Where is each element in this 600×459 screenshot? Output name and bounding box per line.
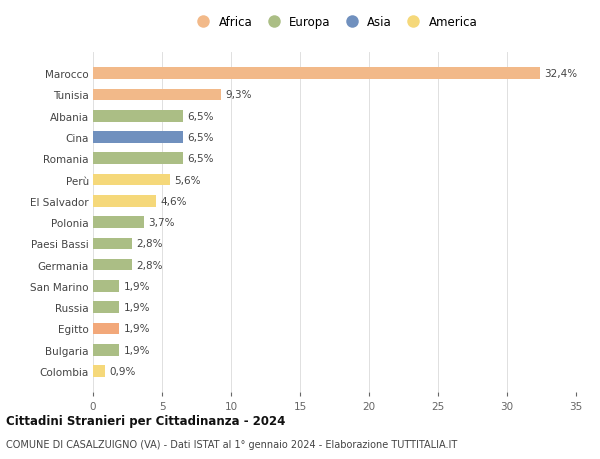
Bar xyxy=(93,132,182,144)
Text: 32,4%: 32,4% xyxy=(544,69,577,79)
Text: 1,9%: 1,9% xyxy=(124,345,150,355)
Bar xyxy=(93,111,182,123)
Bar xyxy=(93,90,221,101)
Text: Cittadini Stranieri per Cittadinanza - 2024: Cittadini Stranieri per Cittadinanza - 2… xyxy=(6,414,286,428)
Text: 1,9%: 1,9% xyxy=(124,324,150,334)
Text: 2,8%: 2,8% xyxy=(136,260,162,270)
Text: 4,6%: 4,6% xyxy=(161,196,187,207)
Legend: Africa, Europa, Asia, America: Africa, Europa, Asia, America xyxy=(187,11,482,34)
Bar xyxy=(93,302,119,313)
Bar xyxy=(93,68,540,80)
Bar xyxy=(93,259,131,271)
Text: COMUNE DI CASALZUIGNO (VA) - Dati ISTAT al 1° gennaio 2024 - Elaborazione TUTTIT: COMUNE DI CASALZUIGNO (VA) - Dati ISTAT … xyxy=(6,440,457,449)
Bar xyxy=(93,365,106,377)
Bar xyxy=(93,174,170,186)
Text: 6,5%: 6,5% xyxy=(187,112,214,122)
Text: 6,5%: 6,5% xyxy=(187,154,214,164)
Bar xyxy=(93,344,119,356)
Text: 1,9%: 1,9% xyxy=(124,302,150,313)
Text: 9,3%: 9,3% xyxy=(226,90,252,100)
Bar xyxy=(93,153,182,165)
Text: 1,9%: 1,9% xyxy=(124,281,150,291)
Text: 3,7%: 3,7% xyxy=(148,218,175,228)
Bar xyxy=(93,323,119,335)
Bar xyxy=(93,217,144,229)
Text: 0,9%: 0,9% xyxy=(110,366,136,376)
Bar xyxy=(93,280,119,292)
Text: 2,8%: 2,8% xyxy=(136,239,162,249)
Text: 5,6%: 5,6% xyxy=(175,175,201,185)
Bar xyxy=(93,196,157,207)
Text: 6,5%: 6,5% xyxy=(187,133,214,143)
Bar xyxy=(93,238,131,250)
